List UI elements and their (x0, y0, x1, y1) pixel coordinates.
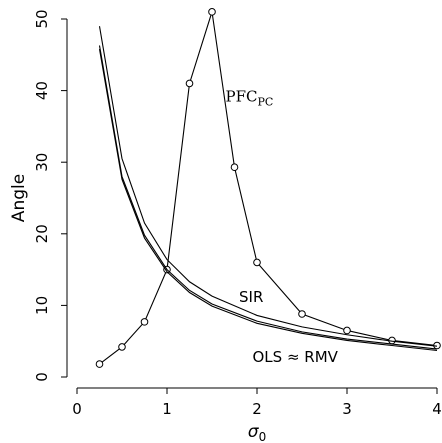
x-tick-label: 2 (252, 400, 262, 418)
ols-label-text: OLS ≈ RMV (253, 348, 339, 366)
x-tick-label: 1 (162, 400, 172, 418)
series-pfc-point (95, 360, 104, 368)
y-axis-title: Angle (9, 174, 29, 222)
y-tick-label: 50 (33, 9, 51, 28)
series-pfc-point (140, 318, 149, 326)
y-tick-label: 30 (33, 153, 51, 172)
series-pfc-point (208, 8, 216, 16)
x-axis-title: σ0 (248, 422, 266, 443)
sir-label: SIR (239, 288, 263, 306)
y-tick-label: 10 (33, 296, 51, 315)
series-pfc-point (230, 163, 239, 172)
pfc-label-text: PFC (226, 87, 258, 105)
pfc-label: PFCPC (226, 87, 274, 108)
series-pfc-point (298, 310, 306, 318)
x-axis-title-sub: 0 (259, 430, 267, 443)
ols-label: OLS ≈ RMV (253, 348, 339, 366)
series-group (95, 8, 441, 368)
y-tick-label: 20 (33, 224, 51, 243)
y-tick-label: 0 (33, 372, 51, 382)
x-tick-label: 3 (342, 400, 352, 418)
y-tick-label: 40 (33, 81, 51, 100)
pfc-label-sub: PC (257, 95, 273, 108)
series-pfc-point (185, 79, 194, 88)
series-ols-line (98, 45, 438, 350)
series-rmv-line (98, 48, 438, 352)
x-tick-label: 4 (432, 400, 442, 418)
series-pfc-point (253, 258, 261, 267)
series-pfc-point (118, 343, 126, 351)
x-tick-label: 0 (72, 400, 82, 418)
annotations: PFCPC SIR OLS ≈ RMV (226, 87, 339, 366)
series-pfc-line (99, 11, 438, 365)
series-sir-line (98, 26, 438, 347)
x-axis-title-main: σ (248, 422, 260, 442)
series-pfc-point (343, 326, 351, 335)
sir-label-text: SIR (239, 288, 263, 306)
